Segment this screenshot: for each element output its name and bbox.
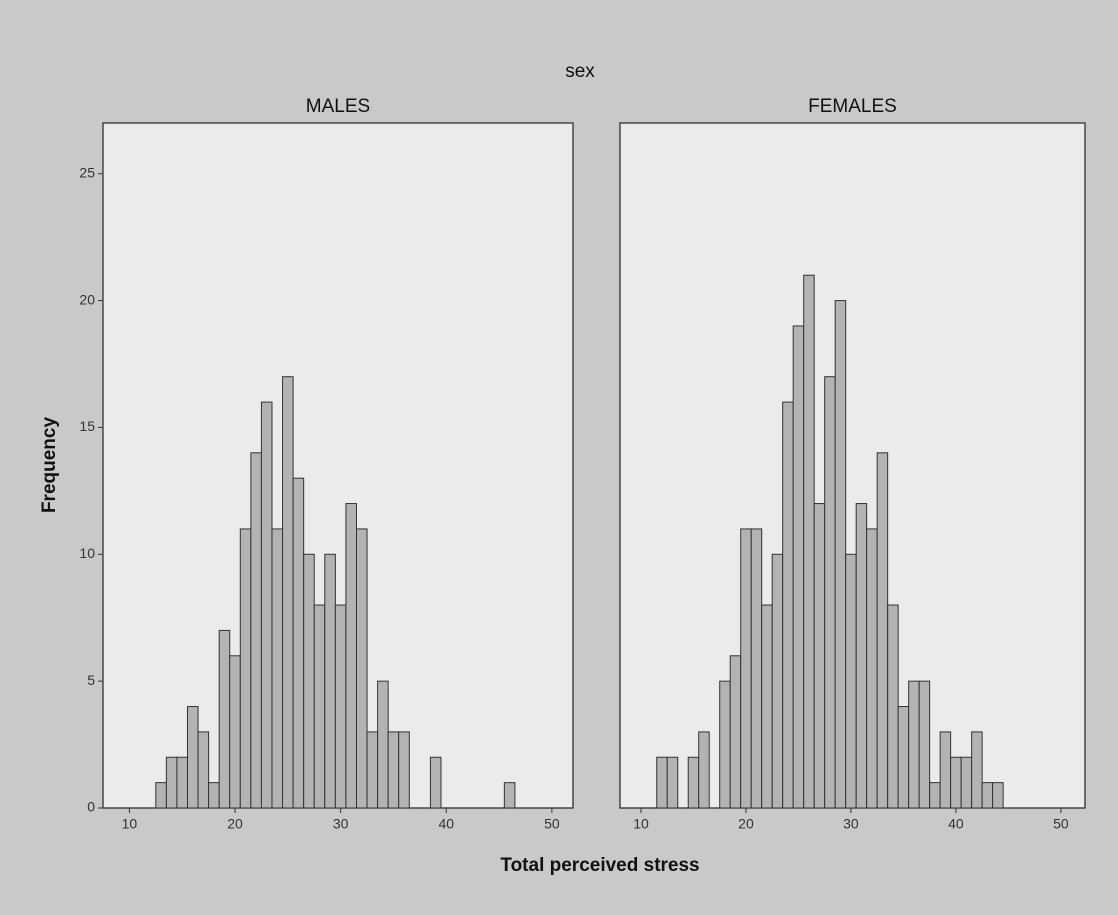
x-tick-label: 40 xyxy=(438,816,454,832)
bar xyxy=(345,503,357,809)
bar xyxy=(155,782,167,809)
x-tick-label: 50 xyxy=(544,816,560,832)
x-tick-label: 20 xyxy=(227,816,243,832)
bar xyxy=(740,528,752,809)
x-tick-label: 10 xyxy=(633,816,649,832)
bar xyxy=(303,553,315,809)
bar xyxy=(813,503,826,809)
x-tick-label: 40 xyxy=(948,816,964,832)
bar xyxy=(429,756,442,809)
panel-title: FEMALES xyxy=(808,96,897,117)
bar xyxy=(208,782,220,809)
x-axis-label: Total perceived stress xyxy=(500,855,699,876)
bar xyxy=(866,528,878,809)
bar xyxy=(960,756,973,809)
bar xyxy=(992,782,1004,809)
bar xyxy=(750,528,763,809)
bar xyxy=(918,680,931,809)
x-tick-label: 30 xyxy=(333,816,349,832)
chart-title: sex xyxy=(565,61,595,82)
bar xyxy=(324,553,336,809)
bar xyxy=(292,477,305,809)
bar xyxy=(782,401,794,809)
bar xyxy=(687,756,700,809)
bar xyxy=(719,680,731,809)
bar xyxy=(729,655,742,809)
y-tick-label: 10 xyxy=(79,545,95,561)
bar xyxy=(666,756,679,809)
x-tick-label: 30 xyxy=(843,816,859,832)
bar xyxy=(771,553,784,809)
bar xyxy=(824,376,836,809)
bar xyxy=(176,756,188,809)
bar xyxy=(229,655,241,809)
bar xyxy=(260,401,273,809)
x-tick-label: 50 xyxy=(1053,816,1069,832)
bar xyxy=(313,604,326,809)
bar xyxy=(186,706,199,809)
x-tick-label: 20 xyxy=(738,816,754,832)
panel-title: MALES xyxy=(306,96,370,117)
bar xyxy=(908,680,920,809)
bar xyxy=(218,629,231,809)
y-tick-label: 5 xyxy=(87,672,95,688)
y-axis-label: Frequency xyxy=(39,417,60,514)
bar xyxy=(929,782,941,809)
bar xyxy=(366,731,379,809)
bar xyxy=(398,731,410,809)
bar xyxy=(503,782,516,809)
y-tick-label: 25 xyxy=(79,164,95,180)
bar xyxy=(761,604,773,809)
bar xyxy=(271,528,284,809)
bar xyxy=(803,274,815,809)
bar xyxy=(239,528,252,809)
x-tick-label: 10 xyxy=(122,816,138,832)
bar xyxy=(887,604,899,809)
bar xyxy=(355,528,368,809)
bar xyxy=(950,756,962,809)
bar xyxy=(165,756,178,809)
y-tick-label: 15 xyxy=(79,418,95,434)
bar xyxy=(377,680,389,809)
bar xyxy=(387,731,400,809)
y-tick-label: 20 xyxy=(79,291,95,307)
y-tick-label: 0 xyxy=(87,799,95,815)
bar xyxy=(939,731,952,809)
bar xyxy=(981,782,994,809)
bar xyxy=(971,731,983,809)
bar xyxy=(876,452,889,809)
bar xyxy=(845,553,857,809)
bar xyxy=(855,503,868,809)
bar xyxy=(282,376,294,809)
bar xyxy=(698,731,710,809)
bar xyxy=(656,756,668,809)
bar xyxy=(834,300,847,809)
bar xyxy=(197,731,210,809)
bar xyxy=(897,706,910,809)
bar xyxy=(792,325,805,809)
bar xyxy=(250,452,262,809)
bar xyxy=(334,604,347,809)
